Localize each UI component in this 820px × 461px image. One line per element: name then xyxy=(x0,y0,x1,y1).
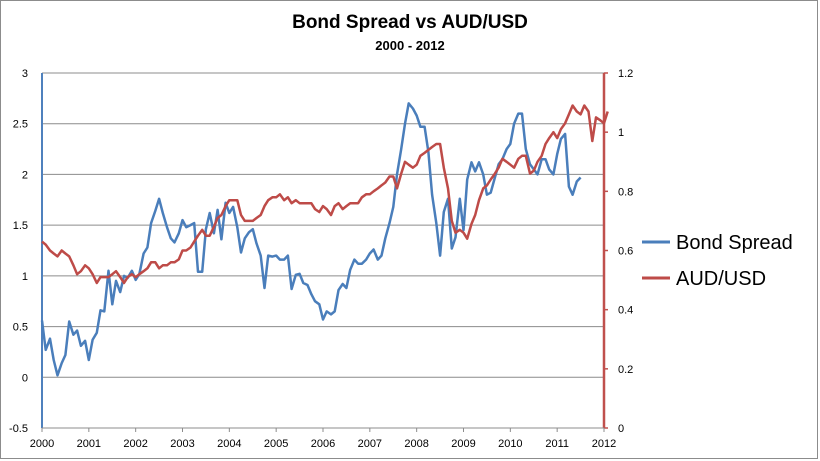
left-tick-label: 3 xyxy=(22,68,28,80)
left-tick-label: 0 xyxy=(22,372,28,384)
axes xyxy=(41,73,606,429)
x-tick-label: 2005 xyxy=(264,438,288,450)
right-axis-ticks: 0 0.2 0.4 0.6 0.8 1 1.2 xyxy=(604,68,633,435)
left-tick-label: 2 xyxy=(22,169,28,181)
legend-label-bond-spread: Bond Spread xyxy=(676,232,793,254)
gridlines xyxy=(42,72,604,429)
x-tick-label: 2009 xyxy=(451,438,475,450)
legend: Bond Spread AUD/USD xyxy=(642,232,793,290)
right-tick-label: 0.6 xyxy=(618,246,633,258)
left-axis-ticks: -0.5 0 0.5 1 1.5 2 2.5 3 xyxy=(9,68,28,435)
right-tick-label: 1 xyxy=(618,127,624,139)
x-tick-label: 2008 xyxy=(404,438,428,450)
right-tick-label: 1.2 xyxy=(618,68,633,80)
left-tick-label: 1 xyxy=(22,271,28,283)
x-tick-label: 2006 xyxy=(311,438,335,450)
x-tick-label: 2002 xyxy=(123,438,147,450)
right-tick-label: 0 xyxy=(618,423,624,435)
series-line-aud-usd xyxy=(41,104,609,285)
chart-subtitle: 2000 - 2012 xyxy=(375,38,444,53)
left-tick-label: 0.5 xyxy=(13,322,28,334)
left-tick-label: -0.5 xyxy=(9,423,28,435)
right-tick-label: 0.2 xyxy=(618,364,633,376)
x-tick-label: 2010 xyxy=(498,438,522,450)
right-tick-label: 0.8 xyxy=(618,186,633,198)
right-tick-label: 0.4 xyxy=(618,305,633,317)
x-tick-label: 2004 xyxy=(217,438,241,450)
x-axis-ticks: 2000 2001 2002 2003 2004 2005 2006 2007 2008 2009… xyxy=(30,428,616,450)
left-tick-label: 2.5 xyxy=(13,119,28,131)
series-lines xyxy=(40,102,609,377)
series-line-bond-spread xyxy=(40,102,582,377)
x-tick-label: 2001 xyxy=(77,438,101,450)
chart-title: Bond Spread vs AUD/USD xyxy=(292,12,528,33)
x-tick-label: 2012 xyxy=(592,438,616,450)
left-tick-label: 1.5 xyxy=(13,220,28,232)
x-tick-label: 2003 xyxy=(170,438,194,450)
x-tick-label: 2000 xyxy=(30,438,54,450)
x-tick-label: 2007 xyxy=(358,438,382,450)
legend-label-aud-usd: AUD/USD xyxy=(676,268,766,290)
x-tick-label: 2011 xyxy=(545,438,569,450)
